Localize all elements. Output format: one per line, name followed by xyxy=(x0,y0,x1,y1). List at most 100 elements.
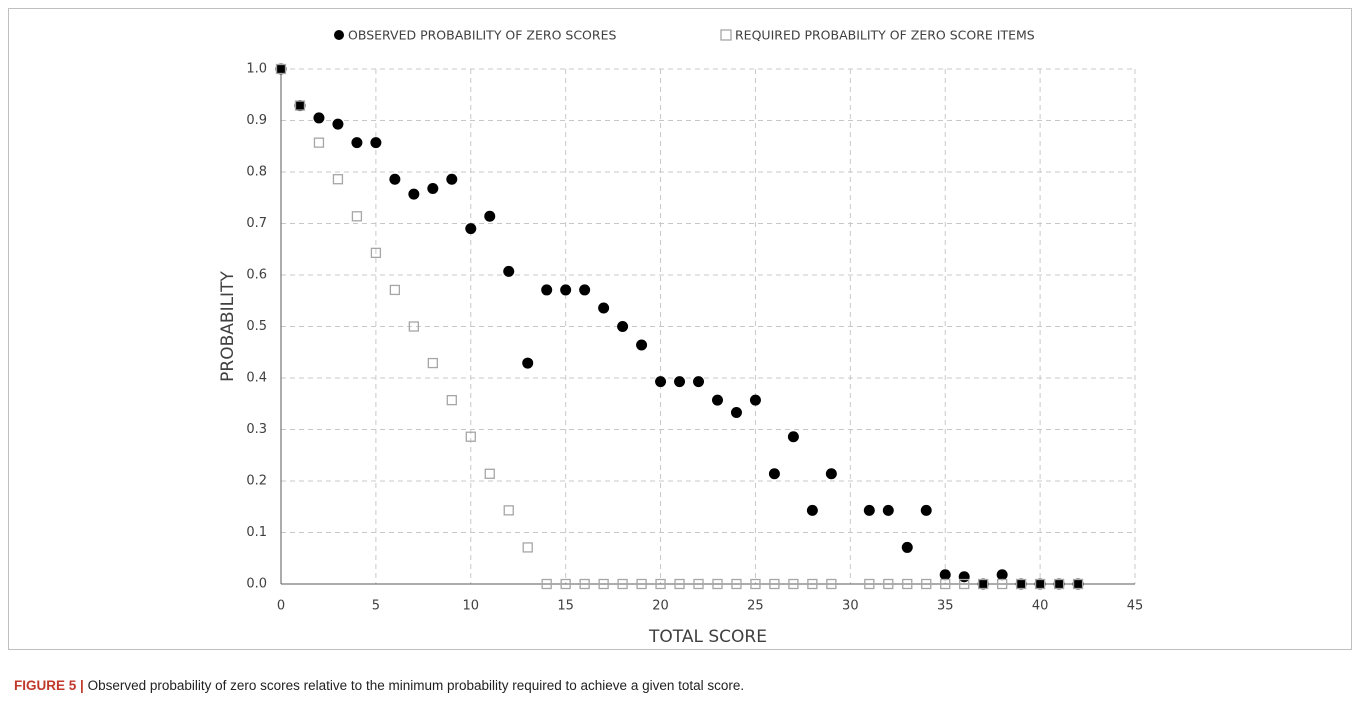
x-tick-label: 40 xyxy=(1032,599,1049,614)
data-point xyxy=(864,578,875,590)
data-point xyxy=(446,173,458,185)
data-point xyxy=(902,578,913,590)
data-point xyxy=(598,302,610,314)
data-point xyxy=(541,578,552,590)
data-point xyxy=(484,210,496,222)
data-point xyxy=(1034,578,1046,590)
data-point xyxy=(693,376,705,388)
legend-label: OBSERVED PROBABILITY OF ZERO SCORES xyxy=(348,28,616,43)
caption: FIGURE 5 | Observed probability of zero … xyxy=(14,678,744,693)
data-point xyxy=(1053,578,1065,590)
data-point xyxy=(920,504,932,516)
data-point xyxy=(863,504,875,516)
data-point xyxy=(940,578,951,590)
data-point xyxy=(959,578,970,590)
caption-label: FIGURE 5 | xyxy=(14,678,84,693)
data-point xyxy=(1072,578,1084,590)
data-point xyxy=(522,357,534,369)
data-point xyxy=(996,569,1008,581)
data-point xyxy=(693,578,704,590)
data-point xyxy=(408,188,420,200)
chart: 0.0 0.1 0.2 0.3 0.4 0.5 0.6 0.7 0.8 0.9 1.0 0 5 10 15 2… xyxy=(218,28,1144,648)
data-point xyxy=(427,182,439,194)
data-point xyxy=(958,571,970,583)
x-tick-label: 35 xyxy=(937,599,954,614)
data-point xyxy=(598,578,609,590)
y-axis-label: PROBABILITY xyxy=(218,271,238,382)
data-point xyxy=(370,137,382,149)
data-point xyxy=(484,468,495,479)
data-point xyxy=(617,578,628,590)
data-point xyxy=(1034,578,1046,590)
data-point xyxy=(503,505,514,516)
data-point xyxy=(769,578,780,590)
data-point xyxy=(711,394,723,406)
data-point xyxy=(351,211,363,222)
data-point xyxy=(389,284,401,296)
y-tick-label: 0.3 xyxy=(246,422,267,437)
data-point xyxy=(826,578,837,590)
data-point xyxy=(939,569,951,581)
data-point xyxy=(313,112,325,124)
data-point xyxy=(730,407,742,419)
data-point xyxy=(749,394,761,406)
y-tick-label: 0.9 xyxy=(246,113,267,128)
data-point xyxy=(921,578,932,590)
data-point xyxy=(579,284,591,296)
data-point xyxy=(1053,578,1065,590)
data-point xyxy=(655,578,666,590)
data-point xyxy=(997,578,1008,590)
y-tick-label: 0.4 xyxy=(246,371,267,386)
data-point xyxy=(294,100,306,112)
y-tick-label: 0.6 xyxy=(246,268,267,283)
x-tick-label: 15 xyxy=(557,599,574,614)
data-point xyxy=(882,504,894,516)
data-point xyxy=(978,578,989,590)
data-point xyxy=(674,578,685,590)
legend-marker xyxy=(720,29,732,41)
data-point xyxy=(294,100,306,111)
data-point xyxy=(807,578,818,590)
data-point xyxy=(977,578,989,590)
legend-label: REQUIRED PROBABILITY OF ZERO SCORE ITEMS xyxy=(735,28,1035,43)
data-point xyxy=(617,321,629,332)
data-point xyxy=(579,578,590,590)
data-point xyxy=(332,118,344,130)
data-point xyxy=(313,137,325,148)
data-point xyxy=(1072,578,1084,590)
data-point xyxy=(788,578,799,590)
data-point xyxy=(541,284,553,296)
data-point xyxy=(427,357,438,369)
x-tick-label: 10 xyxy=(463,599,480,614)
data-point xyxy=(1015,578,1027,590)
y-tick-label: 0.2 xyxy=(246,474,267,489)
data-point xyxy=(883,578,894,590)
data-point xyxy=(332,174,344,185)
x-axis-label: TOTAL SCORE xyxy=(648,627,767,647)
data-point xyxy=(1015,578,1027,590)
data-point xyxy=(806,504,818,516)
y-tick-label: 0.1 xyxy=(246,525,267,540)
data-point xyxy=(465,431,476,442)
data-point xyxy=(731,578,742,590)
y-tick-label: 0.8 xyxy=(246,165,267,180)
data-point xyxy=(674,376,686,388)
data-point xyxy=(768,468,780,480)
data-point xyxy=(636,578,647,590)
data-point xyxy=(389,173,401,185)
data-point xyxy=(712,578,723,590)
data-point xyxy=(446,394,457,406)
data-point xyxy=(275,63,287,75)
data-point xyxy=(465,223,477,235)
data-point xyxy=(408,321,419,332)
data-point xyxy=(825,468,837,480)
legend-marker xyxy=(334,30,344,40)
x-tick-label: 45 xyxy=(1127,599,1144,614)
data-point xyxy=(787,431,799,443)
data-point xyxy=(351,137,363,149)
data-point xyxy=(522,542,533,553)
y-tick-label: 0.7 xyxy=(246,216,267,231)
data-point xyxy=(275,63,287,75)
data-point xyxy=(503,265,515,277)
